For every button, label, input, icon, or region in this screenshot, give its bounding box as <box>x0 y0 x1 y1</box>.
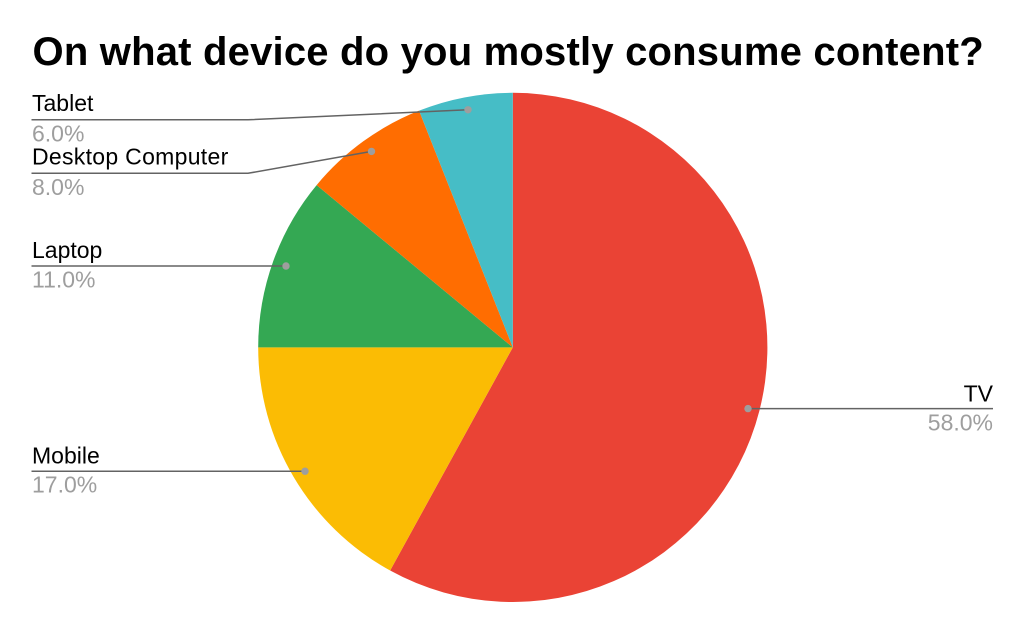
svg-text:11.0%: 11.0% <box>32 267 96 293</box>
svg-text:8.0%: 8.0% <box>32 174 84 200</box>
svg-text:On what device do you mostly c: On what device do you mostly consume con… <box>33 30 984 74</box>
svg-text:Laptop: Laptop <box>32 237 102 263</box>
svg-text:Desktop Computer: Desktop Computer <box>32 144 229 170</box>
svg-text:Tablet: Tablet <box>32 90 94 116</box>
svg-text:58.0%: 58.0% <box>928 410 993 436</box>
svg-text:TV: TV <box>964 380 994 406</box>
svg-text:6.0%: 6.0% <box>32 120 84 146</box>
svg-text:Mobile: Mobile <box>32 442 100 468</box>
svg-text:17.0%: 17.0% <box>32 472 97 498</box>
